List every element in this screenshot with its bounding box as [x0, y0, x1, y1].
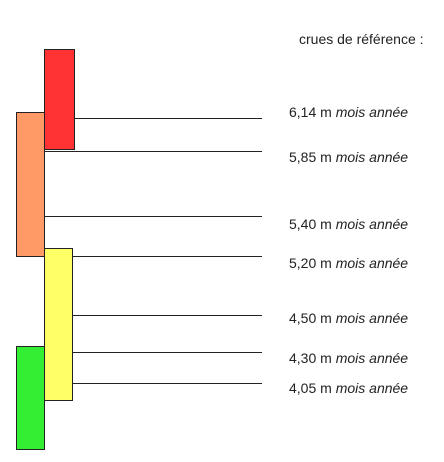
reference-level: 4,30 m — [289, 350, 332, 366]
reference-label: 4,50 m mois année — [289, 310, 408, 326]
reference-line-7 — [73, 383, 262, 384]
reference-label: 5,20 m mois année — [289, 255, 408, 271]
reference-level: 4,05 m — [289, 380, 332, 396]
reference-line-3 — [45, 216, 262, 217]
reference-label: 5,85 m mois année — [289, 149, 408, 165]
reference-line-2 — [45, 151, 262, 152]
reference-level: 5,40 m — [289, 216, 332, 232]
reference-date: mois année — [335, 216, 409, 232]
bar-green — [16, 346, 45, 450]
reference-date: mois année — [335, 350, 409, 366]
legend-title: crues de référence : — [299, 31, 424, 47]
bar-yellow — [44, 248, 73, 401]
reference-level: 5,85 m — [289, 149, 332, 165]
reference-line-4 — [73, 256, 262, 257]
reference-line-6 — [73, 352, 262, 353]
bar-orange — [16, 112, 45, 257]
reference-line-5 — [73, 315, 262, 316]
bar-red — [44, 49, 75, 150]
reference-date: mois année — [335, 310, 409, 326]
reference-line-1 — [75, 118, 262, 119]
reference-level: 4,50 m — [289, 310, 332, 326]
reference-label: 4,05 m mois année — [289, 380, 408, 396]
reference-date: mois année — [335, 149, 409, 165]
reference-label: 5,40 m mois année — [289, 216, 408, 232]
reference-date: mois année — [335, 380, 409, 396]
reference-level: 6,14 m — [289, 104, 332, 120]
reference-level: 5,20 m — [289, 255, 332, 271]
reference-label: 6,14 m mois année — [289, 104, 408, 120]
reference-date: mois année — [335, 104, 409, 120]
reference-date: mois année — [335, 255, 409, 271]
reference-label: 4,30 m mois année — [289, 350, 408, 366]
